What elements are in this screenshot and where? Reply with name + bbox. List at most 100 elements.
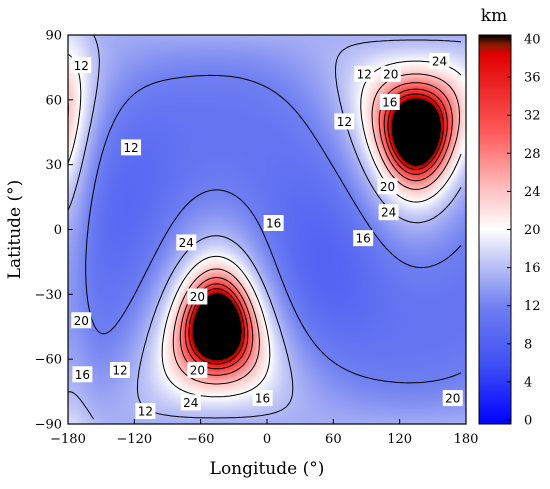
contour-label-box xyxy=(379,93,400,110)
colorbar-tick-label: 28 xyxy=(524,147,541,162)
colorbar-tick-label: 24 xyxy=(524,185,541,200)
y-tick-label: 0 xyxy=(54,223,62,238)
contour-label-text: 16 xyxy=(382,95,397,109)
contour-label: 24 xyxy=(378,204,399,221)
contour-label-box xyxy=(380,65,401,82)
contour-label: 12 xyxy=(135,403,156,420)
contour-label-box xyxy=(442,390,463,407)
contour-label-text: 12 xyxy=(138,405,153,419)
contour-label: 16 xyxy=(72,366,93,383)
contour-label: 20 xyxy=(187,288,208,305)
y-tick-label: −30 xyxy=(35,288,62,303)
contour-label-text: 12 xyxy=(112,363,127,377)
contour-label-text: 24 xyxy=(381,206,396,220)
contour-label-text: 20 xyxy=(383,67,398,81)
contour-label-text: 12 xyxy=(123,141,138,155)
contour-label-box xyxy=(378,204,399,221)
contour-label: 16 xyxy=(379,93,400,110)
contour-label-text: 20 xyxy=(445,392,460,406)
x-tick-label: 60 xyxy=(325,432,342,447)
y-tick-label: −60 xyxy=(35,353,62,368)
contour-line-20 xyxy=(68,53,462,398)
contour-label-text: 20 xyxy=(74,314,89,328)
contour-label-box xyxy=(353,230,374,247)
x-tick-label: −120 xyxy=(116,432,152,447)
contour-label: 20 xyxy=(187,361,208,378)
contour-label-box xyxy=(176,234,197,251)
contour-label-box xyxy=(121,139,142,156)
contour-label-text: 24 xyxy=(179,236,194,250)
contour-label: 24 xyxy=(180,394,201,411)
colorbar: km 0 4 8 12 16 20 24 28 32 36 40 xyxy=(478,6,541,429)
x-tick-label: 120 xyxy=(387,432,412,447)
colorbar-tick-label: 16 xyxy=(524,261,541,276)
contour-label: 16 xyxy=(252,390,273,407)
contour-label-text: 24 xyxy=(183,396,198,410)
contour-label-box xyxy=(429,52,450,69)
contour-label-text: 16 xyxy=(266,217,281,231)
contour-label-box xyxy=(334,113,355,130)
y-tick-label: −90 xyxy=(35,418,62,433)
colorbar-tick-label: 40 xyxy=(524,33,541,48)
contour-label: 20 xyxy=(380,65,401,82)
contour-line-12 xyxy=(85,74,462,384)
contour-label-text: 24 xyxy=(432,54,447,68)
contour-label: 12 xyxy=(354,65,375,82)
contour-label-box xyxy=(187,288,208,305)
y-axis-ticks: 90 60 30 0 −30 −60 −90 xyxy=(35,29,73,433)
colorbar-tick-label: 36 xyxy=(524,71,541,86)
x-tick-label: −60 xyxy=(187,432,214,447)
colorbar-tick-label: 0 xyxy=(524,414,532,429)
contour-label-box xyxy=(71,312,92,329)
contour-label-box xyxy=(72,366,93,383)
colorbar-tick-label: 32 xyxy=(524,109,541,124)
colorbar-tick-label: 12 xyxy=(524,299,541,314)
contour-line-28 xyxy=(179,82,453,376)
contour-label-box xyxy=(377,178,398,195)
contour-label-box xyxy=(109,361,130,378)
contour-label-text: 20 xyxy=(190,363,205,377)
colorbar-gradient xyxy=(478,34,512,425)
contour-label: 12 xyxy=(71,57,92,74)
colorbar-tick-label: 20 xyxy=(524,223,541,238)
contour-label-text: 16 xyxy=(255,392,270,406)
colorbar-unit-label: km xyxy=(481,6,507,26)
y-axis-title: Latitude (°) xyxy=(5,180,25,280)
x-tick-label: 0 xyxy=(263,432,271,447)
contour-label-text: 16 xyxy=(356,232,371,246)
contour-label-text: 16 xyxy=(75,368,90,382)
contour-label-text: 12 xyxy=(337,115,352,129)
contour-label-box xyxy=(135,403,156,420)
colorbar-tick-label: 8 xyxy=(524,337,532,352)
y-tick-label: 60 xyxy=(45,93,62,108)
contour-label: 12 xyxy=(109,361,130,378)
contour-label-box xyxy=(252,390,273,407)
contour-label: 16 xyxy=(353,230,374,247)
contour-label-box xyxy=(263,215,284,232)
y-tick-label: 90 xyxy=(45,29,62,44)
contour-label: 12 xyxy=(121,139,142,156)
colorbar-tick-label: 4 xyxy=(524,375,532,390)
contour-label: 12 xyxy=(334,113,355,130)
contour-label-box xyxy=(354,65,375,82)
contour-label-text: 12 xyxy=(357,67,372,81)
contour-label-text: 20 xyxy=(190,290,205,304)
contour-label: 16 xyxy=(263,215,284,232)
contour-label: 20 xyxy=(442,390,463,407)
contour-label-text: 20 xyxy=(380,180,395,194)
x-tick-label: −180 xyxy=(50,432,86,447)
contour-label-box xyxy=(180,394,201,411)
contour-label: 24 xyxy=(176,234,197,251)
colorbar-ticks: 0 4 8 12 16 20 24 28 32 36 40 xyxy=(507,33,541,429)
contour-label: 20 xyxy=(377,178,398,195)
contour-label: 20 xyxy=(71,312,92,329)
x-axis-title: Longitude (°) xyxy=(210,459,325,479)
contour-label: 24 xyxy=(429,52,450,69)
x-axis-ticks: −180 −120 −60 0 60 120 180 xyxy=(50,419,478,447)
y-tick-label: 30 xyxy=(45,158,62,173)
contour-label-box xyxy=(187,361,208,378)
contour-label-box xyxy=(71,57,92,74)
contour-labels: 12 12 24 20 20 16 12 12 20 24 16 16 12 12 20 16 24 20 24 16… xyxy=(71,52,463,420)
x-tick-label: 180 xyxy=(454,432,479,447)
